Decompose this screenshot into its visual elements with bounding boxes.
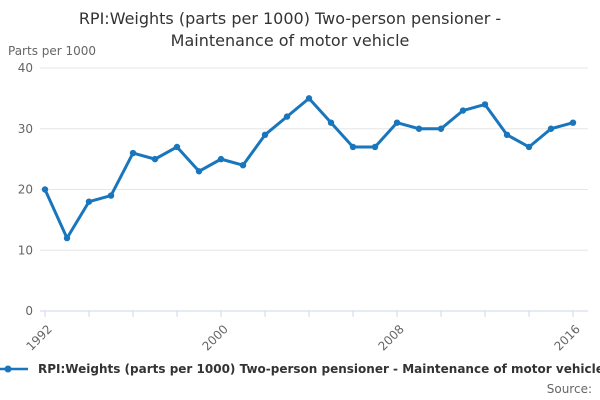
data-point-marker <box>151 155 159 163</box>
series-line <box>43 96 575 240</box>
x-tick-label: 2000 <box>199 322 230 353</box>
data-point-marker <box>239 162 247 169</box>
data-point-marker <box>481 101 489 108</box>
y-axis-title: Parts per 1000 <box>8 44 97 58</box>
chart-title: RPI:Weights (parts per 1000) Two-person … <box>78 9 502 50</box>
data-point-marker <box>371 143 379 151</box>
y-tick-label: 20 <box>18 183 33 197</box>
x-tick-label: 2008 <box>375 322 406 353</box>
source-label: Source: <box>546 382 592 396</box>
data-point-marker <box>525 143 533 151</box>
data-point-marker <box>283 113 291 120</box>
data-point-marker <box>503 131 511 139</box>
legend-label: RPI:Weights (parts per 1000) Two-person … <box>38 362 600 376</box>
data-point-marker <box>437 125 445 132</box>
data-point-marker <box>569 119 577 126</box>
y-tick-label: 10 <box>18 243 33 257</box>
legend-line-marker-icon <box>0 365 28 373</box>
legend-item[interactable]: RPI:Weights (parts per 1000) Two-person … <box>0 360 600 378</box>
data-point-marker <box>349 143 357 151</box>
data-point-marker <box>327 119 335 126</box>
data-point-marker <box>217 155 225 163</box>
data-point-marker <box>63 234 71 242</box>
data-point-marker <box>393 119 401 126</box>
line-chart-plot: 0 10 20 30 40 1992 2000 2008 2016 <box>18 61 588 354</box>
x-tick-label: 2016 <box>551 322 582 353</box>
y-tick-label: 0 <box>25 304 33 318</box>
data-point-marker <box>547 125 555 132</box>
data-point-marker <box>129 149 137 157</box>
data-point-marker <box>459 107 467 114</box>
y-tick-label: 40 <box>18 61 33 75</box>
data-point-marker <box>195 168 203 175</box>
data-point-marker <box>173 143 181 151</box>
data-point-marker <box>261 131 269 139</box>
y-tick-label: 30 <box>18 122 33 136</box>
data-point-marker <box>305 95 313 102</box>
x-tick-label: 1992 <box>23 322 54 353</box>
data-point-marker <box>41 186 49 193</box>
data-point-marker <box>85 198 93 205</box>
data-point-marker <box>107 192 115 199</box>
data-point-marker <box>415 125 423 132</box>
